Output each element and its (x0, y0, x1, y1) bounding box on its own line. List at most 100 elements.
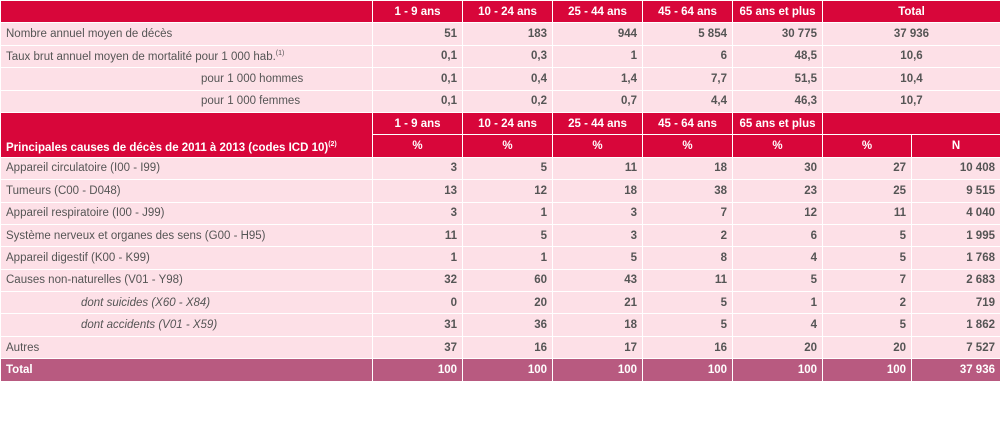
cell-value: 183 (462, 22, 553, 46)
cell-value: 31 (372, 313, 463, 337)
cell-value: 17 (552, 335, 643, 360)
cell-value: 51 (372, 22, 463, 46)
col-header-1-9: 1 - 9 ans (372, 0, 463, 24)
causes-header-row-ages: Principales causes de décès de 2011 à 20… (0, 111, 1000, 158)
cell-value: 0 (372, 291, 463, 315)
cell-value: 3 (552, 223, 643, 248)
cause-subrow: dont accidents (V01 - X59) 31 36 18 5 4 … (0, 313, 1000, 337)
cell-count: 10 408 (911, 156, 1000, 181)
causes-title-text: Principales causes de décès de 2011 à 20… (6, 141, 329, 154)
col-header-45-64: 45 - 64 ans (642, 111, 733, 136)
cell-total: 10,7 (822, 89, 1000, 113)
col-header-total: Total (822, 0, 1000, 24)
row-label: pour 1 000 hommes (0, 67, 373, 91)
cell-value: 1 (552, 44, 643, 69)
cell-value: 0,1 (372, 67, 463, 91)
cell-percent: 5 (822, 223, 912, 248)
cell-value: 16 (642, 335, 733, 360)
cell-value: 2 (642, 223, 733, 248)
cell-count: 37 936 (911, 358, 1000, 382)
cell-value: 3 (552, 201, 643, 225)
cell-count: 9 515 (911, 179, 1000, 203)
cell-count: 1 768 (911, 246, 1000, 270)
cause-label: Appareil respiratoire (I00 - J99) (0, 201, 373, 225)
cause-label: dont accidents (V01 - X59) (0, 313, 373, 337)
cell-total: 10,6 (822, 44, 1000, 69)
cell-value: 6 (732, 223, 823, 248)
col-header-10-24: 10 - 24 ans (462, 0, 553, 24)
cause-subrow: dont suicides (X60 - X84) 0 20 21 5 1 2 … (0, 291, 1000, 315)
cell-percent: 11 (822, 201, 912, 225)
cell-percent: 7 (822, 268, 912, 293)
cause-row: Appareil circulatoire (I00 - I99) 3 5 11… (0, 156, 1000, 181)
cell-value: 8 (642, 246, 733, 270)
row-label-text: Taux brut annuel moyen de mortalité pour… (6, 50, 276, 63)
total-label: Total (0, 358, 373, 382)
header-empty-cell (822, 111, 1000, 136)
cause-label: Autres (0, 335, 373, 360)
cell-value: 11 (642, 268, 733, 293)
cell-value: 5 854 (642, 22, 733, 46)
cell-percent: 25 (822, 179, 912, 203)
unit-percent: % (822, 134, 912, 158)
cell-value: 0,4 (462, 67, 553, 91)
cell-value: 21 (552, 291, 643, 315)
mortality-table: 1 - 9 ans 10 - 24 ans 25 - 44 ans 45 - 6… (0, 0, 1000, 382)
row-annual-deaths: Nombre annuel moyen de décès 51 183 944 … (0, 22, 1000, 46)
cell-value: 100 (732, 358, 823, 382)
cell-percent: 20 (822, 335, 912, 360)
col-header-25-44: 25 - 44 ans (552, 0, 643, 24)
cell-value: 11 (552, 156, 643, 181)
cell-value: 43 (552, 268, 643, 293)
col-header-1-9: 1 - 9 ans (372, 111, 463, 136)
unit-percent: % (642, 134, 733, 158)
cell-percent: 27 (822, 156, 912, 181)
cell-value: 5 (732, 268, 823, 293)
cell-count: 2 683 (911, 268, 1000, 293)
col-header-65-plus: 65 ans et plus (732, 0, 823, 24)
cell-value: 3 (372, 156, 463, 181)
total-row: Total 100 100 100 100 100 100 37 936 (0, 358, 1000, 382)
cell-value: 1 (462, 246, 553, 270)
cell-count: 1 862 (911, 313, 1000, 337)
footnote-ref: (1) (275, 50, 285, 58)
cause-row: Système nerveux et organes des sens (G00… (0, 223, 1000, 248)
cell-value: 1,4 (552, 67, 643, 91)
header-row-age-groups: 1 - 9 ans 10 - 24 ans 25 - 44 ans 45 - 6… (0, 0, 1000, 24)
cell-value: 0,7 (552, 89, 643, 113)
cell-value: 23 (732, 179, 823, 203)
unit-percent: % (462, 134, 553, 158)
cause-row: Autres 37 16 17 16 20 20 7 527 (0, 335, 1000, 360)
cell-percent: 100 (822, 358, 912, 382)
cell-percent: 5 (822, 246, 912, 270)
cell-count: 7 527 (911, 335, 1000, 360)
cell-percent: 5 (822, 313, 912, 337)
cell-value: 60 (462, 268, 553, 293)
causes-section-title: Principales causes de décès de 2011 à 20… (0, 111, 373, 158)
cell-value: 38 (642, 179, 733, 203)
row-label: Taux brut annuel moyen de mortalité pour… (0, 44, 373, 69)
col-header-10-24: 10 - 24 ans (462, 111, 553, 136)
row-rate-men: pour 1 000 hommes 0,1 0,4 1,4 7,7 51,5 1… (0, 67, 1000, 91)
unit-percent: % (732, 134, 823, 158)
cause-label: Causes non-naturelles (V01 - Y98) (0, 268, 373, 293)
cell-value: 1 (732, 291, 823, 315)
cell-value: 0,3 (462, 44, 553, 69)
cell-value: 1 (372, 246, 463, 270)
cell-count: 719 (911, 291, 1000, 315)
row-label: Nombre annuel moyen de décès (0, 22, 373, 46)
col-header-65-plus: 65 ans et plus (732, 111, 823, 136)
unit-percent: % (372, 134, 463, 158)
col-header-45-64: 45 - 64 ans (642, 0, 733, 24)
cause-row: Tumeurs (C00 - D048) 13 12 18 38 23 25 9… (0, 179, 1000, 203)
cell-value: 5 (642, 313, 733, 337)
footnote-ref: (2) (328, 140, 337, 148)
cell-value: 5 (642, 291, 733, 315)
cell-value: 37 (372, 335, 463, 360)
cause-label: Tumeurs (C00 - D048) (0, 179, 373, 203)
cell-value: 51,5 (732, 67, 823, 91)
cell-value: 0,1 (372, 44, 463, 69)
cell-value: 32 (372, 268, 463, 293)
cell-value: 100 (642, 358, 733, 382)
cell-value: 1 (462, 201, 553, 225)
